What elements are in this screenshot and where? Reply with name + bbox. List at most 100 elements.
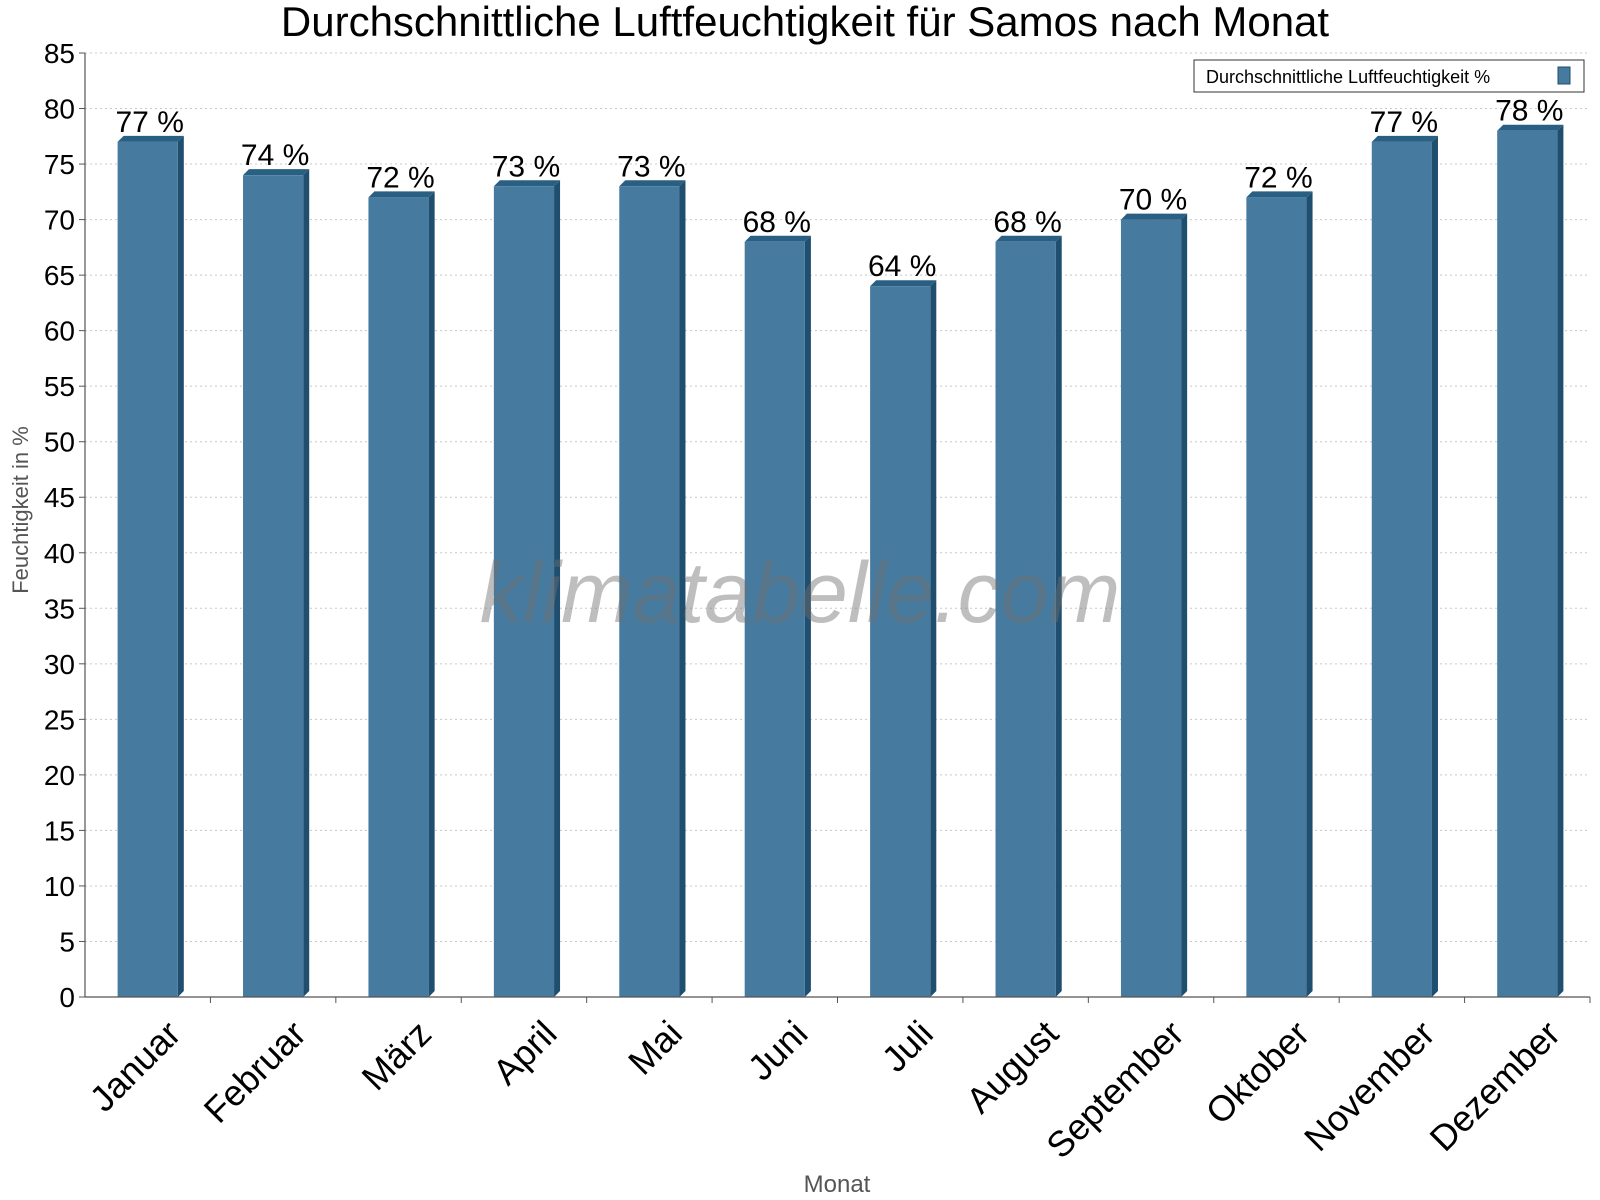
bar-top [1120,213,1188,220]
x-tick-label: April [485,1013,565,1093]
y-tick-label: 80 [44,94,75,125]
data-label: 77 % [116,106,184,139]
y-tick-label: 75 [44,149,75,180]
bar-side [804,235,811,998]
bar-front [870,286,931,998]
bar-front [1120,219,1182,997]
bar [995,235,1062,998]
y-tick-label: 20 [44,760,75,791]
x-tick-label: Juni [740,1013,816,1089]
y-axis-ticks: 0 5 10 15 20 25 30 35 40 45 50 55 60 65 70 75 80 85 [44,38,85,1013]
bar-front [1371,141,1432,998]
legend-label: Durchschnittliche Luftfeuchtigkeit % [1206,67,1490,87]
bar-top [1246,191,1313,198]
bar-top [1371,135,1438,142]
data-label: 74 % [241,139,309,172]
bar [493,180,561,998]
y-tick-label: 30 [44,649,75,680]
data-labels: 77 % 74 % 72 % 73 % 73 % 68 % 64 % 68 % 70 % 72 %… [116,95,1564,283]
bar-front [243,175,304,998]
x-tick-label: August [958,1013,1066,1121]
bar-front [117,141,178,998]
data-label: 68 % [743,206,811,239]
data-label: 77 % [1370,106,1438,139]
y-tick-label: 5 [59,926,75,957]
y-tick-label: 55 [44,371,75,402]
y-tick-label: 50 [44,427,75,458]
bar-top [243,169,310,176]
y-tick-label: 60 [44,316,75,347]
data-label: 72 % [366,161,434,194]
bar-top [368,191,435,198]
bar-side [1431,135,1438,998]
x-axis-ticks: Januar Februar März April Mai Juni Juli AugustS… [82,997,1591,1167]
y-axis-label: Feuchtigkeit in % [8,426,33,594]
x-tick-label: Oktober [1198,1013,1318,1133]
bar-front [1497,130,1558,997]
y-tick-label: 10 [44,871,75,902]
bar-side [679,180,686,998]
bar-top [744,235,811,242]
y-tick-label: 40 [44,538,75,569]
bar [1371,135,1438,998]
bar-top [493,180,561,187]
bar-top [619,180,686,187]
bar [117,135,184,998]
y-tick-label: 70 [44,205,75,236]
bar [1120,213,1188,997]
grid [85,52,1590,942]
x-tick-label: Januar [82,1013,189,1120]
data-label: 68 % [993,206,1061,239]
bar-side [303,169,310,998]
legend: Durchschnittliche Luftfeuchtigkeit % [1193,59,1585,93]
bar-side [1557,124,1564,998]
bar-side [1181,213,1188,997]
bars [117,124,1564,998]
x-tick-label: März [354,1013,440,1099]
y-tick-label: 65 [44,260,75,291]
chart-title: Durchschnittliche Luftfeuchtigkeit für S… [281,0,1330,45]
bar-front [368,197,429,997]
x-axis-label: Monat [804,1171,871,1198]
y-tick-label: 25 [44,704,75,735]
bar [243,169,310,998]
data-label: 73 % [617,150,685,183]
data-label: 72 % [1244,161,1312,194]
x-tick-label: Juli [874,1013,941,1080]
bar [619,180,686,998]
data-label: 64 % [868,250,936,283]
x-tick-label: Februar [196,1013,314,1131]
data-label: 78 % [1495,95,1563,128]
bar-front [493,186,555,998]
x-tick-label: Dezember [1422,1013,1568,1159]
bar [1246,191,1313,997]
bar-front [619,186,680,998]
bar-side [177,135,184,998]
y-tick-label: 35 [44,593,75,624]
bar [368,191,435,997]
x-tick-label: Mai [620,1013,690,1083]
data-label: 73 % [492,150,560,183]
x-tick-label: September [1038,1013,1192,1167]
bar-side [554,180,561,998]
x-tick-label: November [1296,1013,1442,1159]
bar-side [1055,235,1062,998]
bar [1497,124,1564,998]
bar-side [428,191,435,997]
y-tick-label: 85 [44,38,75,69]
bar-front [995,241,1056,998]
bar-top [870,280,937,287]
legend-box [1193,59,1585,93]
bar [870,280,937,998]
y-tick-label: 15 [44,815,75,846]
bar [744,235,811,998]
y-tick-label: 0 [59,982,75,1013]
data-label: 70 % [1119,184,1187,217]
legend-swatch [1557,66,1571,85]
bar-front [1246,197,1307,997]
bar-side [930,280,937,998]
bar-top [1497,124,1564,131]
y-tick-label: 45 [44,482,75,513]
watermark: klimatabelle.com [480,545,1120,641]
